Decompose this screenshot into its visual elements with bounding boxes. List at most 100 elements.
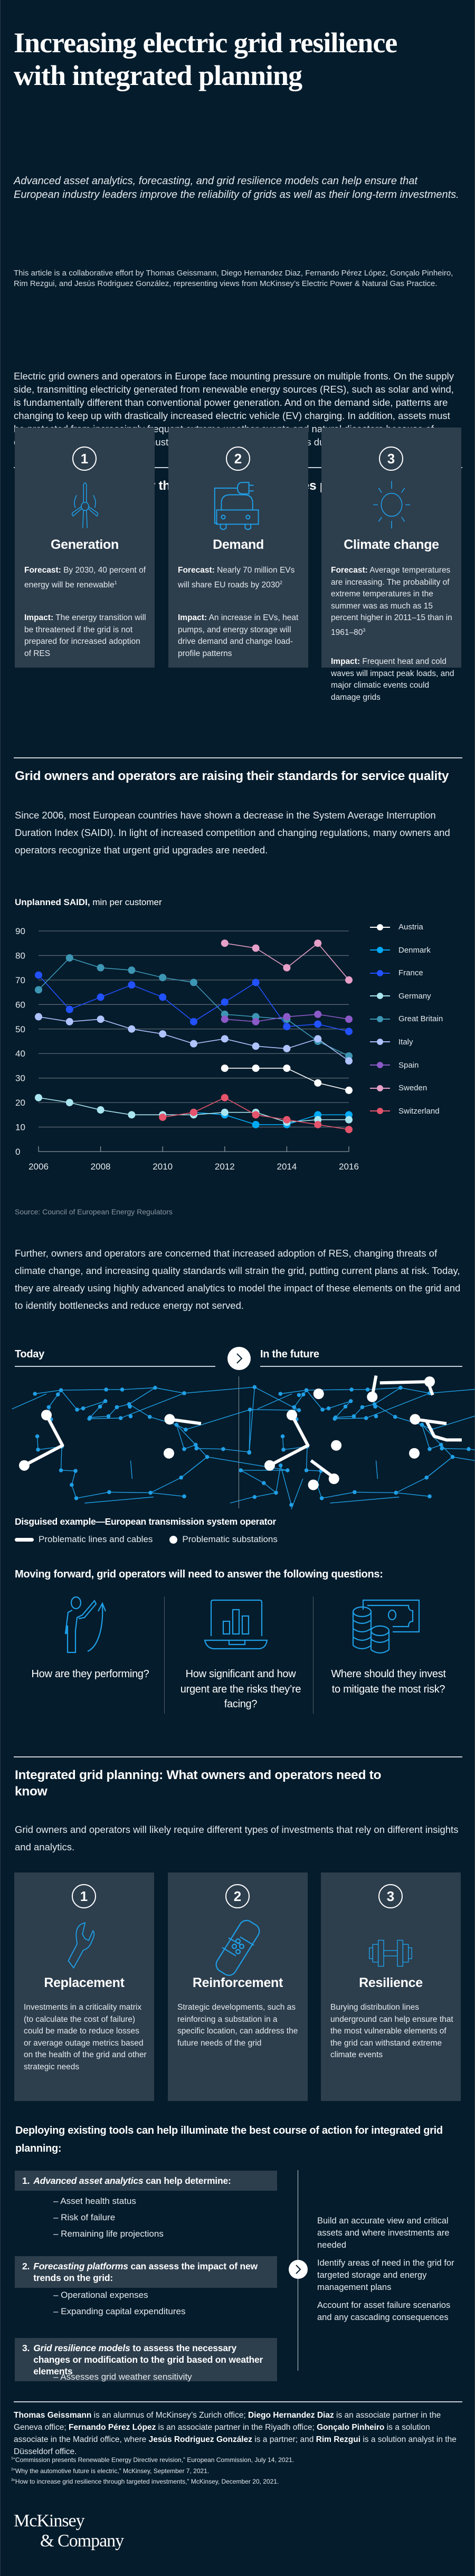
y-tick-label: 80 bbox=[15, 950, 25, 961]
problematic-substation bbox=[328, 1474, 339, 1484]
footnote-item: 1“Commission presents Renewable Energy D… bbox=[11, 2454, 465, 2465]
impact-label: Impact: bbox=[24, 613, 54, 622]
tool-text: Forecasting platforms can assess the imp… bbox=[33, 2260, 270, 2284]
substation-node bbox=[75, 1408, 79, 1412]
tool-heading: 2. Forecasting platforms can assess the i… bbox=[15, 2256, 277, 2288]
legend-swatch bbox=[370, 1014, 390, 1024]
substation-node bbox=[148, 1490, 153, 1495]
y-tick-label: 30 bbox=[15, 1073, 25, 1083]
author-bio: is a solution associate in the Madrid of… bbox=[14, 2423, 430, 2444]
data-point-germany bbox=[35, 1094, 42, 1101]
card-forecast: Forecast: Average temperatures are incre… bbox=[331, 565, 455, 639]
outcome-item: Build an accurate view and critical asse… bbox=[317, 2216, 450, 2250]
data-point-italy bbox=[345, 1057, 353, 1065]
substation-node bbox=[394, 1490, 398, 1495]
substation-node bbox=[439, 1442, 443, 1447]
legend-item: France bbox=[370, 966, 475, 980]
y-tick-label: 90 bbox=[15, 926, 25, 936]
data-point-great-britain bbox=[128, 966, 136, 974]
transmission-line bbox=[122, 1387, 155, 1390]
forecast-label: Forecast: bbox=[331, 566, 368, 575]
substation-node bbox=[36, 1448, 40, 1452]
question-risk: How significant and how urgent are the r… bbox=[180, 1668, 301, 1710]
substation-node bbox=[128, 1404, 132, 1409]
transmission-line bbox=[276, 1465, 281, 1493]
substation-node bbox=[285, 1468, 290, 1472]
legend-item: Great Britain bbox=[370, 1012, 475, 1025]
footnote-item: 3“How to increase grid resilience throug… bbox=[11, 2476, 465, 2487]
transmission-line bbox=[328, 1401, 351, 1409]
substation-node bbox=[428, 1447, 432, 1451]
data-point-austria bbox=[314, 1079, 322, 1087]
problematic-substation bbox=[164, 1414, 175, 1425]
grid-map-today bbox=[12, 1385, 303, 1509]
tool-name: Grid resilience models bbox=[33, 2343, 130, 2353]
legend-item: Austria bbox=[370, 920, 475, 934]
data-point-italy bbox=[190, 1040, 197, 1048]
substation-node bbox=[348, 1399, 353, 1403]
substation-node bbox=[424, 1475, 429, 1480]
problematic-substation bbox=[409, 1448, 420, 1459]
legend-swatch bbox=[370, 991, 390, 1001]
substation-node bbox=[55, 1392, 60, 1396]
substation-node bbox=[33, 1392, 37, 1396]
outcome-item: Account for asset failure scenarios and … bbox=[317, 2301, 451, 2322]
card-description: Strategic developments, such as reinforc… bbox=[177, 2003, 298, 2048]
tool-description: can help determine: bbox=[143, 2175, 231, 2186]
transmission-line bbox=[306, 1390, 323, 1410]
tool-text: Grid resilience models to assess the nec… bbox=[33, 2342, 270, 2377]
substation-node bbox=[247, 1450, 252, 1455]
footnote-ref[interactable]: 1 bbox=[114, 579, 117, 585]
problematic-line bbox=[425, 1420, 462, 1442]
map-today-rule bbox=[15, 1366, 215, 1367]
problematic-substation bbox=[367, 1391, 378, 1402]
wind-turbine-icon bbox=[71, 482, 99, 528]
author-bios: Thomas Geissmann is an alumnus of McKins… bbox=[14, 2409, 465, 2458]
substation-node bbox=[352, 1414, 356, 1419]
transmission-line bbox=[330, 1496, 400, 1504]
card-title: Reinforcement bbox=[192, 1975, 283, 1990]
author-name: Diego Hernandez Diaz bbox=[248, 2411, 334, 2420]
footnote-ref[interactable]: 3 bbox=[363, 627, 366, 633]
problematic-line bbox=[269, 1414, 310, 1467]
substation-node bbox=[349, 1387, 354, 1392]
substation-node bbox=[103, 1399, 108, 1403]
tool-description: to assess the necessary changes or modif… bbox=[33, 2343, 263, 2377]
tool-number: 2. bbox=[22, 2261, 30, 2271]
legend-dot bbox=[377, 924, 383, 930]
problematic-line bbox=[379, 1380, 430, 1385]
step-number: 2 bbox=[225, 1884, 250, 1908]
sun-icon bbox=[373, 481, 410, 529]
legend-swatch bbox=[370, 968, 390, 978]
transmission-line bbox=[130, 1460, 133, 1479]
substation-node bbox=[440, 1446, 444, 1451]
transmission-line bbox=[280, 1390, 307, 1394]
transmission-line bbox=[176, 1424, 196, 1446]
substation-node bbox=[81, 1406, 86, 1411]
legend-dot bbox=[377, 969, 383, 976]
outcome-item: Identify areas of need in the grid for t… bbox=[317, 2258, 454, 2292]
substation-node bbox=[450, 1455, 455, 1459]
transmission-line bbox=[89, 1418, 121, 1419]
substation-node bbox=[115, 1405, 119, 1410]
x-tick-label: 2016 bbox=[339, 1162, 359, 1172]
data-point-sweden bbox=[252, 944, 260, 952]
tool-subitem: – Asset health status bbox=[53, 2196, 136, 2206]
footnote-ref[interactable]: 2 bbox=[280, 579, 283, 585]
substation-node bbox=[278, 1392, 283, 1396]
data-point-austria bbox=[252, 1064, 260, 1072]
transmission-line bbox=[35, 1390, 61, 1394]
pressure-card: 2 Demand Forecast: Nearly 70 million EVs w… bbox=[168, 427, 308, 668]
problematic-line-swatch bbox=[15, 1537, 34, 1542]
investment-card: 3 Resilience Burying distribution lines un… bbox=[321, 1872, 461, 2101]
data-point-france bbox=[65, 1005, 73, 1013]
data-point-sweden bbox=[283, 964, 291, 972]
data-point-great-britain bbox=[35, 986, 42, 994]
substation-node bbox=[87, 1417, 91, 1421]
y-tick-label: 70 bbox=[15, 975, 25, 985]
transmission-line bbox=[184, 1444, 196, 1450]
substation-node bbox=[274, 1490, 278, 1495]
card-impact: Impact: An increase in EVs, heat pumps, … bbox=[178, 612, 302, 660]
legend-label: Austria bbox=[398, 923, 423, 931]
series-line-denmark bbox=[193, 1111, 349, 1125]
